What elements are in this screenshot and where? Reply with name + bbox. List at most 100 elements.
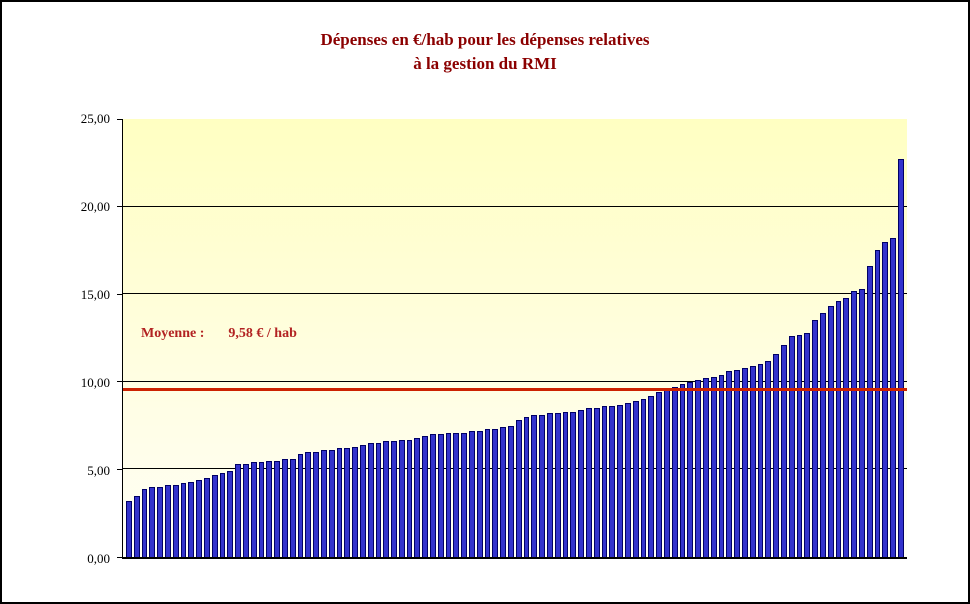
bar (422, 436, 429, 557)
bar (180, 483, 187, 557)
bar (250, 462, 257, 557)
bar (874, 250, 881, 557)
bar (890, 238, 896, 557)
bar (476, 430, 483, 557)
bar (391, 441, 397, 557)
y-axis-tick (117, 206, 122, 208)
bar (297, 453, 304, 557)
y-axis-tick (117, 118, 122, 120)
bar (749, 366, 756, 557)
bar (570, 411, 577, 557)
bar (702, 378, 709, 557)
bar (586, 408, 592, 557)
bar (445, 432, 452, 557)
bar (858, 288, 865, 557)
bar (765, 360, 772, 557)
bar (819, 313, 826, 557)
mean-annotation-label: Moyenne : (141, 326, 205, 341)
y-axis-labels: 25,00 20,00 15,00 10,00 5,00 0,00 (2, 111, 116, 566)
bar (141, 488, 148, 557)
bar (562, 411, 569, 557)
bar (780, 345, 787, 557)
bar (375, 443, 382, 557)
bar (508, 425, 514, 557)
bar (352, 446, 358, 557)
bar (663, 388, 670, 557)
bar (157, 486, 163, 557)
bar (851, 290, 857, 557)
bar (336, 448, 343, 557)
bar (469, 430, 475, 557)
bar (827, 306, 834, 557)
mean-annotation-value: 9,58 € / hab (228, 326, 297, 341)
bar (133, 495, 140, 557)
mean-annotation: Moyenne : 9,58 € / hab (141, 326, 297, 342)
bar (398, 439, 405, 557)
y-axis-label: 5,00 (87, 463, 110, 478)
y-axis-tick (117, 381, 122, 383)
bar (313, 451, 319, 557)
bar (211, 474, 218, 557)
bar (897, 159, 904, 557)
bar (882, 241, 889, 557)
bar (235, 464, 241, 557)
bar (796, 334, 803, 557)
bar (601, 406, 608, 557)
bar (726, 371, 733, 557)
bar (453, 432, 460, 557)
bar (414, 437, 421, 557)
bar (359, 444, 366, 557)
bar (671, 387, 678, 557)
chart-title-line2: à la gestion du RMI (413, 54, 557, 73)
bar (866, 266, 873, 557)
bar (609, 406, 616, 557)
y-axis-label: 15,00 (80, 287, 110, 302)
bar (625, 402, 631, 557)
bar (219, 472, 226, 557)
bar (734, 369, 740, 557)
bar (578, 409, 585, 557)
bar (656, 392, 662, 557)
bar (515, 420, 522, 557)
bar (281, 458, 288, 557)
y-axis-tick (117, 556, 122, 558)
bar (531, 415, 538, 557)
bar (554, 413, 561, 557)
bar (648, 395, 655, 557)
plot-area: Moyenne : 9,58 € / hab (117, 118, 907, 559)
gridline (123, 468, 907, 470)
bar (741, 367, 748, 557)
bar (757, 364, 764, 557)
bar (437, 434, 444, 557)
bar (164, 485, 171, 557)
bar (492, 429, 499, 557)
bar (149, 486, 156, 557)
bar (835, 301, 842, 557)
bar (196, 479, 202, 557)
bar (406, 439, 413, 557)
bar (367, 443, 374, 557)
mean-line (123, 387, 907, 391)
y-axis-label: 0,00 (87, 551, 110, 566)
bar (203, 478, 210, 557)
bar (289, 458, 296, 557)
bar (344, 448, 351, 557)
bar (695, 380, 701, 557)
bar (804, 332, 811, 557)
chart-title: Dépenses en €/hab pour les dépenses rela… (2, 28, 968, 76)
bar (617, 404, 623, 557)
gridline (123, 293, 907, 295)
bar (523, 416, 530, 557)
y-axis-label: 20,00 (80, 199, 110, 214)
bar (773, 353, 779, 557)
bar (710, 376, 717, 557)
bar (679, 383, 686, 557)
bar (484, 429, 491, 557)
bar (305, 451, 312, 557)
bar (461, 432, 468, 557)
bar (328, 450, 335, 557)
bar (126, 500, 132, 557)
bar (718, 374, 725, 557)
bar (843, 297, 850, 557)
